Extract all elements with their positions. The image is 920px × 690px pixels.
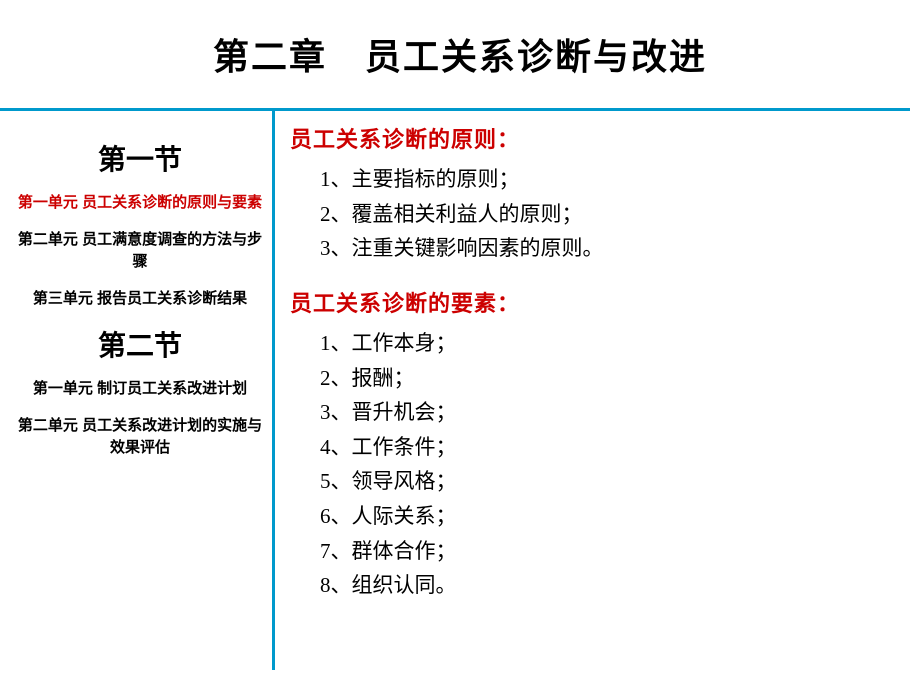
unit-1-2[interactable]: 第二单元 员工满意度调查的方法与步骤 <box>10 229 270 274</box>
list-item: 3、注重关键影响因素的原则。 <box>320 231 890 266</box>
horizontal-divider <box>0 108 910 111</box>
list-item: 2、覆盖相关利益人的原则； <box>320 197 890 232</box>
list-item: 8、组织认同。 <box>320 568 890 603</box>
sidebar-nav: 第一节 第一单元 员工关系诊断的原则与要素 第二单元 员工满意度调查的方法与步骤… <box>10 130 270 474</box>
principles-list: 1、主要指标的原则； 2、覆盖相关利益人的原则； 3、注重关键影响因素的原则。 <box>290 162 890 266</box>
elements-list: 1、工作本身； 2、报酬； 3、晋升机会； 4、工作条件； 5、领导风格； 6、… <box>290 326 890 603</box>
elements-heading: 员工关系诊断的要素： <box>290 286 890 318</box>
principles-heading: 员工关系诊断的原则： <box>290 122 890 154</box>
unit-2-2[interactable]: 第二单元 员工关系改进计划的实施与效果评估 <box>10 415 270 460</box>
section-2-title: 第二节 <box>10 324 270 364</box>
list-item: 2、报酬； <box>320 361 890 396</box>
unit-1-1[interactable]: 第一单元 员工关系诊断的原则与要素 <box>10 192 270 215</box>
list-item: 1、主要指标的原则； <box>320 162 890 197</box>
list-item: 6、人际关系； <box>320 499 890 534</box>
list-item: 1、工作本身； <box>320 326 890 361</box>
vertical-divider <box>272 108 275 670</box>
unit-2-1[interactable]: 第一单元 制订员工关系改进计划 <box>10 378 270 401</box>
list-item: 5、领导风格； <box>320 464 890 499</box>
unit-1-3[interactable]: 第三单元 报告员工关系诊断结果 <box>10 288 270 311</box>
main-content: 员工关系诊断的原则： 1、主要指标的原则； 2、覆盖相关利益人的原则； 3、注重… <box>290 122 890 623</box>
list-item: 3、晋升机会； <box>320 395 890 430</box>
list-item: 7、群体合作； <box>320 534 890 569</box>
page-title: 第二章 员工关系诊断与改进 <box>0 0 920 80</box>
section-1-title: 第一节 <box>10 138 270 178</box>
list-item: 4、工作条件； <box>320 430 890 465</box>
